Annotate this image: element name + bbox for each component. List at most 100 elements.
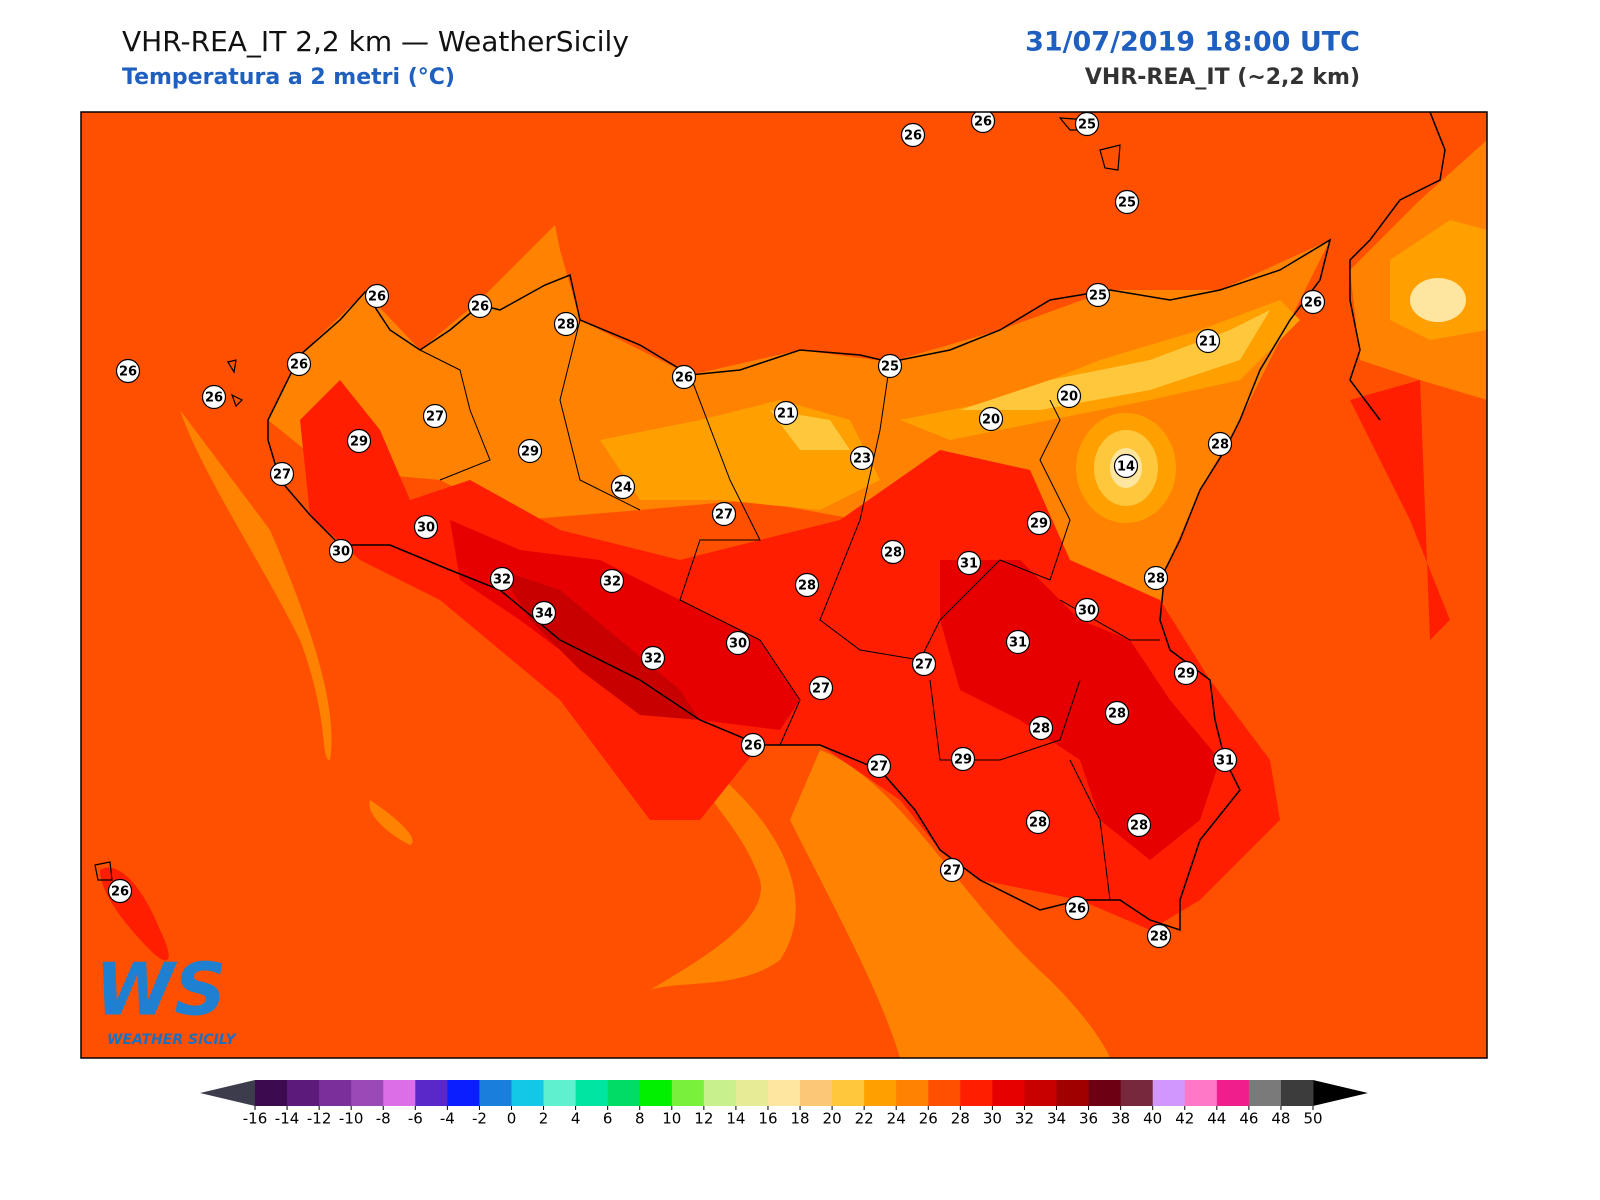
colorbar-box <box>511 1080 545 1106</box>
field-zone <box>1410 278 1466 322</box>
station-value: 27 <box>915 658 933 673</box>
station-value: 26 <box>1068 902 1086 917</box>
station-value: 30 <box>729 637 747 652</box>
station-value: 29 <box>350 435 368 450</box>
station-value: 28 <box>1211 438 1229 453</box>
colorbar-tick-label: -14 <box>275 1110 300 1128</box>
station-value: 26 <box>368 290 386 305</box>
station-value: 26 <box>744 739 762 754</box>
station-marker <box>553 311 579 337</box>
station-marker <box>517 438 543 464</box>
subtitle: Temperatura a 2 metri (°C) <box>122 65 455 90</box>
colorbar-tick-label: 26 <box>919 1110 938 1128</box>
logo: WS WEATHER SICILY <box>95 948 238 1048</box>
coastline <box>267 238 1332 932</box>
station-marker <box>1173 660 1199 686</box>
station-value: 25 <box>1078 118 1096 133</box>
station-value: 28 <box>798 579 816 594</box>
station-value: 30 <box>417 521 435 536</box>
station-value: 26 <box>675 371 693 386</box>
colorbar-box <box>415 1080 448 1106</box>
station-marker <box>911 651 937 677</box>
station-value: 27 <box>812 682 830 697</box>
colorbar-box <box>1184 1080 1218 1106</box>
station-marker <box>413 514 439 540</box>
colorbar-over <box>1313 1080 1368 1106</box>
field-zone <box>790 750 1110 1058</box>
station-marker <box>467 293 493 319</box>
colorbar-box <box>703 1080 737 1106</box>
colorbar-box <box>607 1080 641 1106</box>
station-marker <box>725 630 751 656</box>
station-marker <box>364 283 390 309</box>
station-marker <box>115 358 141 384</box>
colorbar-tick-label: 2 <box>539 1110 549 1128</box>
station-marker <box>1085 282 1111 308</box>
colorbar-tick-label: 6 <box>603 1110 613 1128</box>
station-value: 25 <box>881 360 899 375</box>
field-zone <box>450 520 1220 860</box>
colorbar-tick-label: 28 <box>951 1110 970 1128</box>
station-marker <box>880 539 906 565</box>
station-value: 27 <box>870 760 888 775</box>
station-marker <box>346 428 372 454</box>
station-marker <box>1025 809 1051 835</box>
station-marker <box>866 753 892 779</box>
station-marker <box>939 857 965 883</box>
station-marker <box>107 878 133 904</box>
station-marker <box>640 645 666 671</box>
map: 26 26 25 25 26 26 28 26 26 26 25 26 21 26 25 21 20 20 27 29… <box>81 112 1487 1058</box>
colorbar-box <box>1216 1080 1250 1106</box>
station-marker <box>201 384 227 410</box>
station-marker <box>1026 510 1052 536</box>
colorbar-tick-label: -10 <box>339 1110 364 1128</box>
station-marker <box>978 406 1004 432</box>
colorbar-box <box>255 1080 288 1106</box>
station-value: 34 <box>535 607 553 622</box>
coastline <box>1349 112 1446 421</box>
colorbar-box <box>832 1080 865 1106</box>
field-zone <box>180 410 332 760</box>
station-marker <box>877 353 903 379</box>
colorbar-box <box>1088 1080 1122 1106</box>
colorbar-tick-label: 0 <box>507 1110 517 1128</box>
station-marker <box>900 122 926 148</box>
colorbar-box <box>671 1080 705 1106</box>
station-value: 26 <box>290 358 308 373</box>
colorbar-tick-label: -12 <box>307 1110 332 1128</box>
station-marker <box>956 550 982 576</box>
station-marker <box>773 400 799 426</box>
colorbar-box <box>992 1080 1025 1106</box>
station-marker <box>1113 453 1139 479</box>
colorbar-tick-label: 16 <box>758 1110 777 1128</box>
province-border <box>419 319 1160 901</box>
station-value: 25 <box>1118 196 1136 211</box>
station-marker <box>1300 289 1326 315</box>
station-marker <box>970 112 996 134</box>
station-marker <box>1195 328 1221 354</box>
model-label: VHR-REA_IT (~2,2 km) <box>1085 65 1360 90</box>
colorbar-box <box>543 1080 577 1106</box>
colorbar-tick-label: 42 <box>1175 1110 1194 1128</box>
colorbar-tick-label: 38 <box>1111 1110 1130 1128</box>
station-marker <box>711 501 737 527</box>
station-value: 21 <box>777 407 795 422</box>
station-marker <box>1146 923 1172 949</box>
colorbar-tick-label: 30 <box>983 1110 1002 1128</box>
field-zone <box>369 800 413 845</box>
station-value: 32 <box>493 573 511 588</box>
colorbar-tick-label: 18 <box>790 1110 809 1128</box>
field-zone <box>600 300 1300 510</box>
station-marker <box>489 566 515 592</box>
station-marker <box>1056 383 1082 409</box>
colorbar-tick-label: -2 <box>472 1110 487 1128</box>
station-value: 29 <box>1177 667 1195 682</box>
station-value: 31 <box>960 557 978 572</box>
colorbar-box <box>447 1080 480 1106</box>
colorbar-tick-label: 10 <box>662 1110 681 1128</box>
station-value: 26 <box>471 300 489 315</box>
station-value: 21 <box>1199 335 1217 350</box>
colorbar-box <box>896 1080 929 1106</box>
colorbar-box <box>639 1080 673 1106</box>
